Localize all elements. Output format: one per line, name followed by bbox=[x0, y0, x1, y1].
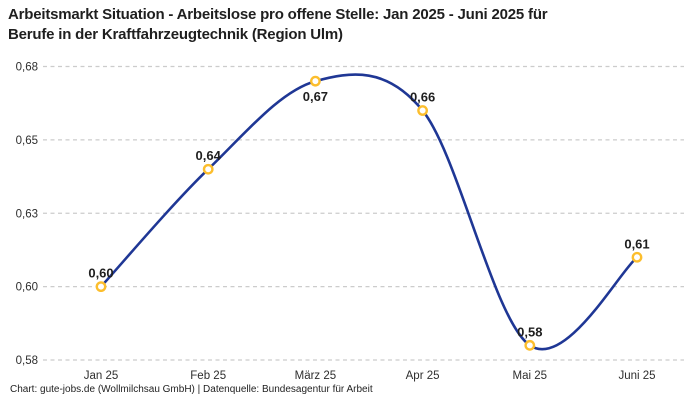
chart-title: Arbeitsmarkt Situation - Arbeitslose pro… bbox=[8, 5, 548, 45]
y-axis-tick-label: 0,68 bbox=[16, 62, 38, 74]
data-point-label: 0,60 bbox=[88, 266, 113, 281]
data-point-label: 0,61 bbox=[624, 236, 649, 251]
y-axis-tick-label: 0,60 bbox=[16, 282, 38, 294]
x-axis-tick-label: Apr 25 bbox=[406, 370, 440, 382]
data-point-marker bbox=[417, 105, 428, 116]
data-point-label: 0,67 bbox=[303, 89, 328, 104]
y-axis-tick-label: 0,58 bbox=[16, 355, 38, 367]
chart-title-line2: Berufe in der Kraftfahrzeugtechnik (Regi… bbox=[8, 26, 343, 43]
data-point-marker bbox=[631, 251, 643, 263]
data-point-label: 0,66 bbox=[410, 90, 435, 105]
x-axis-tick-label: Mai 25 bbox=[513, 370, 548, 382]
x-axis-tick-label: März 25 bbox=[295, 370, 337, 382]
data-point-marker bbox=[95, 281, 107, 293]
x-axis-tick-label: Juni 25 bbox=[618, 370, 655, 382]
data-point-marker bbox=[524, 339, 536, 351]
x-axis-tick-label: Jan 25 bbox=[84, 370, 119, 382]
data-point-marker bbox=[202, 163, 214, 175]
data-point-label: 0,58 bbox=[517, 324, 542, 339]
chart-credit: Chart: gute-jobs.de (Wollmilchsau GmbH) … bbox=[10, 384, 373, 395]
data-point-label: 0,64 bbox=[196, 148, 222, 163]
data-point-marker bbox=[309, 75, 321, 87]
chart-title-line1: Arbeitsmarkt Situation - Arbeitslose pro… bbox=[8, 6, 548, 23]
series-line bbox=[99, 73, 639, 351]
x-axis-tick-label: Feb 25 bbox=[190, 370, 226, 382]
y-axis-tick-label: 0,63 bbox=[16, 208, 38, 220]
y-axis-tick-label: 0,65 bbox=[16, 135, 38, 147]
